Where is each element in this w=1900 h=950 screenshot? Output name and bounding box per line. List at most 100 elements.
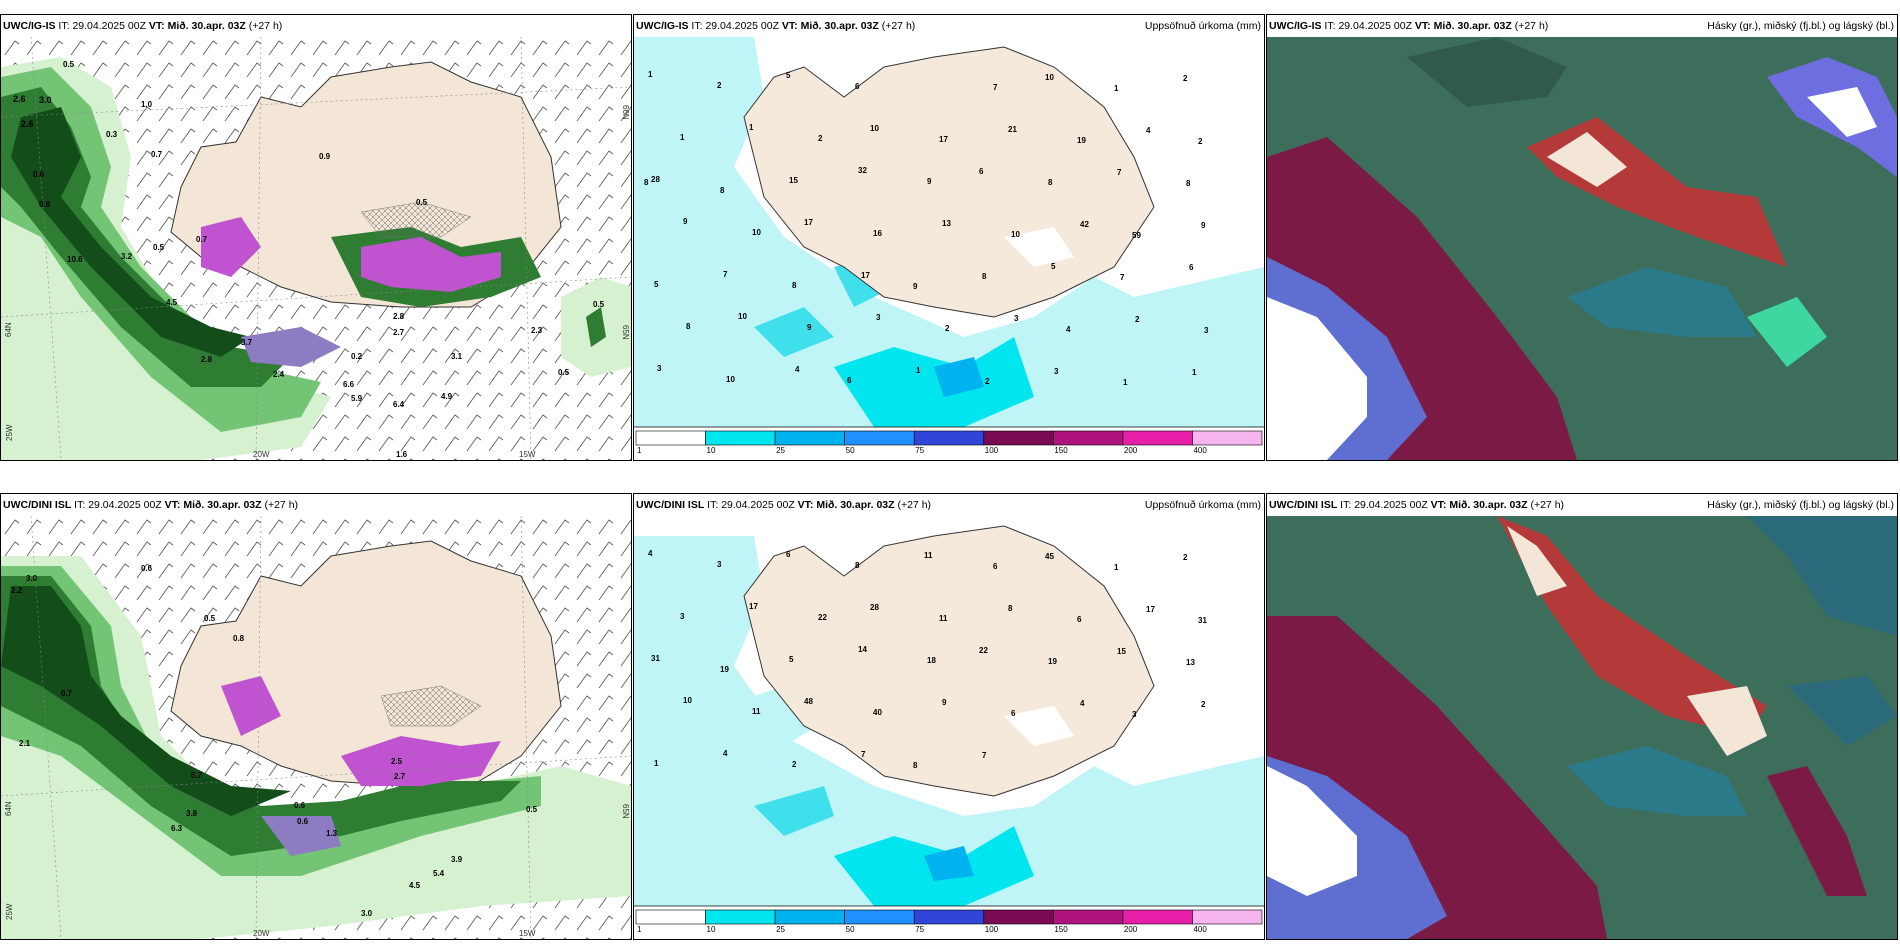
precip-label: 2 xyxy=(1183,553,1188,562)
wind-label: 0.6 xyxy=(294,801,306,810)
wind-label: 5.7 xyxy=(191,771,203,780)
precip-label: 28 xyxy=(651,175,660,184)
precip-label: 1 xyxy=(1114,563,1119,572)
wind-label: 3.2 xyxy=(121,252,133,261)
lon-tick: 15W xyxy=(519,450,536,459)
precip-label: 15 xyxy=(789,176,798,185)
wind-label: 0.6 xyxy=(297,817,309,826)
wind-label: 0.6 xyxy=(33,170,45,179)
precip-label: 17 xyxy=(1146,605,1155,614)
precip-label: 7 xyxy=(861,750,866,759)
wind-label: 10.6 xyxy=(67,255,83,264)
wind-label: 0.5 xyxy=(526,805,538,814)
lat-tick: 66N xyxy=(621,105,630,120)
wind-label: 0.5 xyxy=(153,243,165,252)
lat-tick: 65N xyxy=(621,804,630,819)
precip-label: 2 xyxy=(945,324,950,333)
precip-label: 3 xyxy=(1132,710,1137,719)
colorbar-swatch xyxy=(774,430,845,446)
precip-label: 7 xyxy=(982,751,987,760)
wind-label: 0.8 xyxy=(233,634,245,643)
lat-tick: 65N xyxy=(621,325,630,340)
precip-map: 1 10 25 50 75 100 150 200 400 4 3 6 8 11 6 45 1 2 3 17 22 28… xyxy=(634,516,1264,939)
precip-label: 11 xyxy=(939,614,948,623)
precip-label: 8 xyxy=(1008,604,1013,613)
precip-label: 9 xyxy=(942,698,947,707)
precip-label: 19 xyxy=(1048,657,1057,666)
precip-label: 4 xyxy=(723,749,728,758)
precip-label: 8 xyxy=(644,178,649,187)
precip-label: 2 xyxy=(717,81,722,90)
wind-label: 1.6 xyxy=(396,450,408,459)
wind-label: 0.5 xyxy=(593,300,605,309)
precip-panel-bottom: UWC/DINI ISL IT: 29.04.2025 00Z VT: Mið.… xyxy=(633,493,1265,940)
colorbar-label: 200 xyxy=(1124,925,1138,934)
colorbar-swatch xyxy=(983,909,1054,925)
precip-label: 6 xyxy=(1077,615,1082,624)
panel-header: UWC/DINI ISL IT: 29.04.2025 00Z VT: Mið.… xyxy=(634,494,1264,516)
cloud-panel-bottom: UWC/DINI ISL IT: 29.04.2025 00Z VT: Mið.… xyxy=(1266,493,1898,940)
precip-label: 6 xyxy=(847,376,852,385)
precip-label: 8 xyxy=(855,561,860,570)
precip-label: 17 xyxy=(939,135,948,144)
precip-label: 32 xyxy=(858,166,867,175)
colorbar-swatch xyxy=(774,909,845,925)
precip-label: 19 xyxy=(720,665,729,674)
colorbar-swatch xyxy=(1053,909,1124,925)
colorbar-swatch xyxy=(913,430,985,446)
wind-label: 2.1 xyxy=(19,739,31,748)
colorbar-label: 200 xyxy=(1124,446,1138,455)
precip-label: 8 xyxy=(982,272,987,281)
colorbar-swatch xyxy=(1122,909,1193,925)
wind-label: 5.4 xyxy=(433,869,445,878)
iceland-land xyxy=(170,61,562,308)
colorbar-label: 10 xyxy=(707,925,716,934)
cloud-panel-top: UWC/IG-IS IT: 29.04.2025 00Z VT: Mið. 30… xyxy=(1266,14,1898,461)
wind-panel-top: UWC/IG-IS IT: 29.04.2025 00Z VT: Mið. 30… xyxy=(0,14,632,461)
precip-label: 8 xyxy=(913,761,918,770)
colorbar-label: 50 xyxy=(846,925,855,934)
precip-label: 14 xyxy=(858,645,867,654)
precip-label: 8 xyxy=(792,281,797,290)
precip-label: 10 xyxy=(870,124,879,133)
precip-label: 31 xyxy=(651,654,660,663)
precip-label: 8 xyxy=(720,186,725,195)
precip-label: 59 xyxy=(1132,231,1141,240)
precip-label: 2 xyxy=(818,134,823,143)
model-name: UWC/DINI ISL xyxy=(3,499,72,511)
colorbar-label: 10 xyxy=(707,446,716,455)
precip-label: 10 xyxy=(1045,73,1054,82)
wind-label: 2.2 xyxy=(11,586,23,595)
colorbar-label: 400 xyxy=(1193,446,1207,455)
precip-label: 3 xyxy=(1054,367,1059,376)
lon-tick: 25W xyxy=(5,903,14,920)
precip-label: 3 xyxy=(1204,326,1209,335)
colorbar-swatch xyxy=(635,430,706,446)
precip-label: 21 xyxy=(1008,125,1017,134)
wind-label: 2.7 xyxy=(394,772,406,781)
cloud-title: Hásky (gr.), miðský (fj.bl.) og lágský (… xyxy=(1707,20,1894,32)
precip-label: 11 xyxy=(752,707,761,716)
wind-label: 0.7 xyxy=(151,150,163,159)
wind-label: 1.3 xyxy=(326,829,338,838)
precip-label: 22 xyxy=(979,646,988,655)
precip-label: 8 xyxy=(686,322,691,331)
wind-map: 2.2 3.0 0.6 0.5 0.8 0.7 2.1 5.7 3.8 6.3 … xyxy=(1,516,631,939)
precip-label: 45 xyxy=(1045,552,1054,561)
colorbar-swatch xyxy=(705,909,776,925)
precip-label: 6 xyxy=(1011,709,1016,718)
precip-label: 5 xyxy=(654,280,659,289)
model-name: UWC/IG-IS xyxy=(1269,20,1322,32)
precip-label: 2 xyxy=(1198,137,1203,146)
wind-label: 3.0 xyxy=(361,909,373,918)
precip-label: 1 xyxy=(648,70,653,79)
iceland-land xyxy=(170,540,562,787)
wind-label: 1.0 xyxy=(141,100,153,109)
precip-label: 1 xyxy=(1123,378,1128,387)
wind-labels: 0.5 2.6 3.0 1.0 2.6 0.3 0.7 0.9 0.6 0.8 … xyxy=(13,60,605,459)
colorbar-label: 75 xyxy=(915,446,924,455)
colorbar-swatch xyxy=(844,909,915,925)
lon-tick: 20W xyxy=(253,450,270,459)
lat-tick: 64N xyxy=(4,801,13,816)
wind-label: 3.8 xyxy=(186,809,198,818)
